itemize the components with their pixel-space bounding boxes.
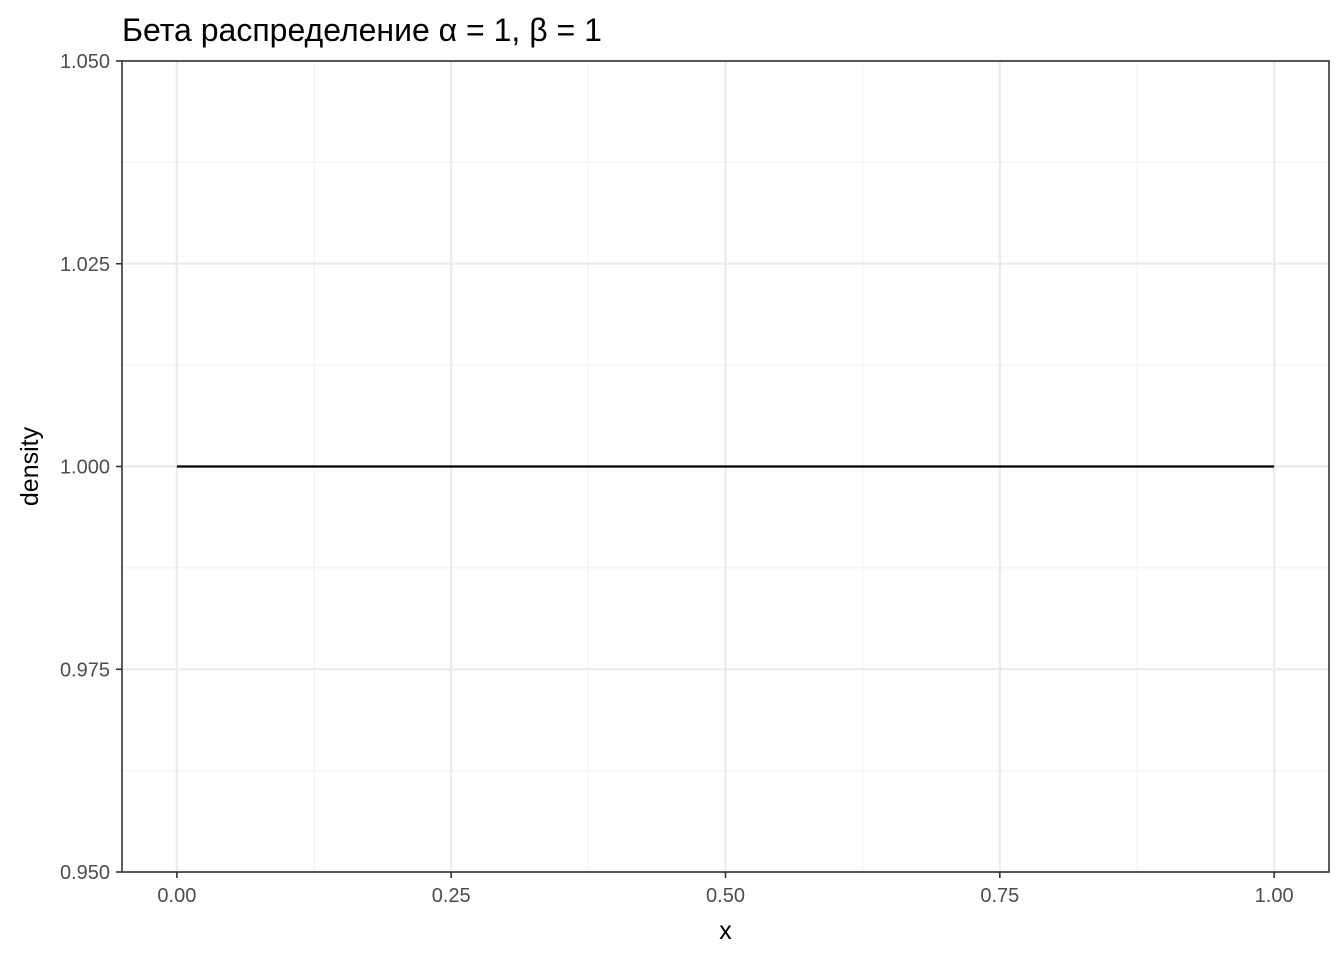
x-tick-label: 0.50 <box>706 885 745 907</box>
y-axis-title: density <box>16 426 44 506</box>
x-tick-label: 0.75 <box>980 885 1019 907</box>
x-axis: 0.00 0.25 0.50 0.75 1.00 <box>157 872 1294 907</box>
x-tick-label: 0.25 <box>432 885 471 907</box>
y-tick-label: 0.975 <box>60 659 110 681</box>
y-axis: 0.950 0.975 1.000 1.025 1.050 <box>60 51 122 884</box>
x-tick-label: 0.00 <box>157 885 196 907</box>
y-tick-label: 1.025 <box>60 254 110 276</box>
x-tick-label: 1.00 <box>1255 885 1294 907</box>
chart-title: Бета распределение α = 1, β = 1 <box>122 12 602 48</box>
x-axis-title: x <box>719 917 732 945</box>
y-tick-label: 1.050 <box>60 51 110 73</box>
y-tick-label: 1.000 <box>60 457 110 479</box>
y-tick-label: 0.950 <box>60 862 110 884</box>
